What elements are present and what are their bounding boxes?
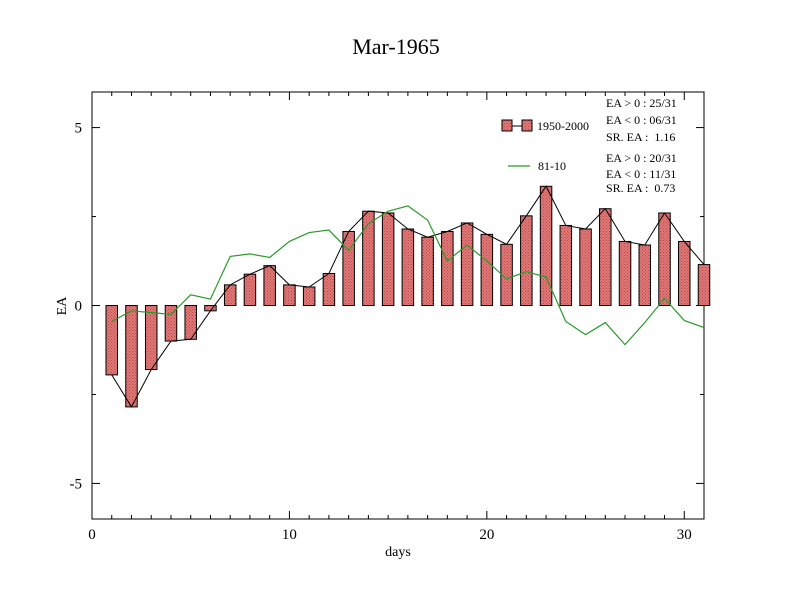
- bar-day-15: [381, 212, 395, 307]
- bar-day-20: [480, 233, 494, 306]
- bar-day-23: [539, 185, 553, 307]
- bar-day-9: [263, 265, 276, 306]
- bar-day-24: [559, 224, 573, 306]
- y-axis-label: EA: [55, 296, 70, 316]
- legend-bar-swatch-left: [501, 119, 513, 132]
- stat-series2-negative: EA < 0 : 11/31: [606, 167, 676, 181]
- legend-bar-swatch-right: [521, 119, 533, 132]
- bar-day-3: [144, 305, 158, 371]
- bar-day-31: [697, 264, 711, 306]
- bar-day-2: [125, 305, 138, 408]
- y-tick-label-5: 5: [75, 121, 83, 137]
- bar-day-1: [105, 305, 118, 376]
- x-axis-label: days: [385, 545, 411, 560]
- bar-day-10: [283, 284, 296, 306]
- series-81-10-line: [111, 205, 705, 346]
- bar-day-18: [441, 230, 454, 306]
- bar-day-17: [421, 236, 434, 306]
- bar-day-28: [638, 244, 652, 306]
- bar-day-22: [520, 215, 533, 306]
- bar-day-11: [302, 286, 316, 307]
- stat-series2-positive: EA > 0 : 20/31: [606, 151, 677, 165]
- x-tick-label-30: 30: [677, 527, 692, 543]
- stat-series1-positive: EA > 0 : 25/31: [606, 96, 677, 110]
- bar-day-26: [599, 208, 612, 306]
- x-tick-label-20: 20: [479, 527, 494, 543]
- legend: 1950-2000 81-10: [501, 119, 589, 173]
- stat-series1-sr: SR. EA : 1.16: [606, 130, 675, 144]
- bar-day-29: [658, 212, 671, 307]
- bar-day-8: [243, 273, 257, 307]
- bar-day-14: [362, 210, 375, 306]
- bar-day-13: [342, 230, 355, 306]
- chart-title: Mar-1965: [352, 34, 440, 59]
- bar-day-19: [460, 222, 474, 307]
- bar-day-7: [223, 284, 237, 306]
- legend-series1-label: 1950-2000: [537, 119, 589, 133]
- bar-day-12: [322, 272, 336, 307]
- stat-series2-sr: SR. EA : 0.73: [606, 181, 675, 195]
- y-tick-label--5: -5: [70, 476, 83, 492]
- x-tick-label-10: 10: [282, 527, 297, 543]
- bar-day-27: [618, 240, 632, 306]
- y-tick-label-0: 0: [75, 299, 83, 315]
- series-1950-2000-connector: [111, 185, 705, 408]
- bar-day-30: [678, 240, 691, 306]
- stats-block: EA > 0 : 25/31 EA < 0 : 06/31 SR. EA : 1…: [606, 96, 677, 195]
- x-tick-label-0: 0: [88, 527, 96, 543]
- legend-series2-label: 81-10: [538, 159, 566, 173]
- bar-day-16: [401, 228, 415, 306]
- stat-series1-negative: EA < 0 : 06/31: [606, 113, 677, 127]
- bar-day-25: [579, 228, 592, 306]
